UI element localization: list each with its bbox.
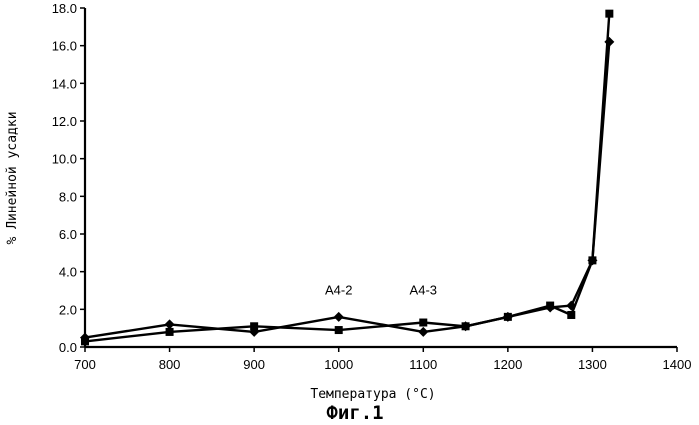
series-2-point — [567, 310, 576, 319]
series-2-point — [588, 256, 597, 265]
series-2-point — [334, 326, 343, 335]
series-layer — [80, 9, 615, 346]
labels: 0.0 2.0 4.0 6.0 8.0 10.0 12.0 14.0 16.0 18.0 700 80… — [52, 1, 692, 372]
series-2-point — [546, 301, 555, 310]
y-tick-label: 16.0 — [52, 39, 77, 54]
y-tick-label: 0.0 — [59, 340, 77, 355]
series-2-point — [605, 9, 614, 18]
x-tick-label: 1000 — [324, 357, 353, 372]
y-tick-label: 2.0 — [59, 302, 77, 317]
annotation-label: A4-3 — [410, 282, 437, 297]
y-tick-label: 6.0 — [59, 227, 77, 242]
y-tick-label: 8.0 — [59, 189, 77, 204]
series-1-point — [164, 319, 175, 330]
figure-caption: Фиг.1 — [326, 402, 383, 424]
y-tick-label: 10.0 — [52, 152, 77, 167]
y-tick-label: 14.0 — [52, 76, 77, 91]
series-2-point — [81, 337, 89, 346]
series-1-point — [418, 326, 429, 337]
y-tick-label: 4.0 — [59, 265, 77, 280]
axes — [80, 7, 678, 352]
annotation-label: A4-2 — [325, 282, 352, 297]
x-tick-label: 700 — [74, 357, 96, 372]
x-tick-label: 1300 — [578, 357, 607, 372]
series-1-point — [333, 311, 344, 322]
series-2-point — [461, 322, 470, 331]
x-tick-label: 900 — [243, 357, 265, 372]
series-2-point — [250, 322, 259, 331]
series-2-point — [419, 318, 428, 327]
y-tick-label: 12.0 — [52, 114, 77, 129]
x-tick-label: 800 — [159, 357, 181, 372]
x-tick-label: 1400 — [663, 357, 692, 372]
x-tick-label: 1200 — [493, 357, 522, 372]
y-tick-label: 18.0 — [52, 1, 77, 16]
x-axis-label: Температура (°C) — [310, 387, 435, 402]
x-tick-label: 1100 — [409, 357, 437, 372]
series-1-point — [604, 36, 615, 47]
y-axis-label: % Линейной усадки — [5, 111, 20, 244]
series-2-point — [165, 327, 174, 336]
series-2-point — [503, 312, 512, 321]
